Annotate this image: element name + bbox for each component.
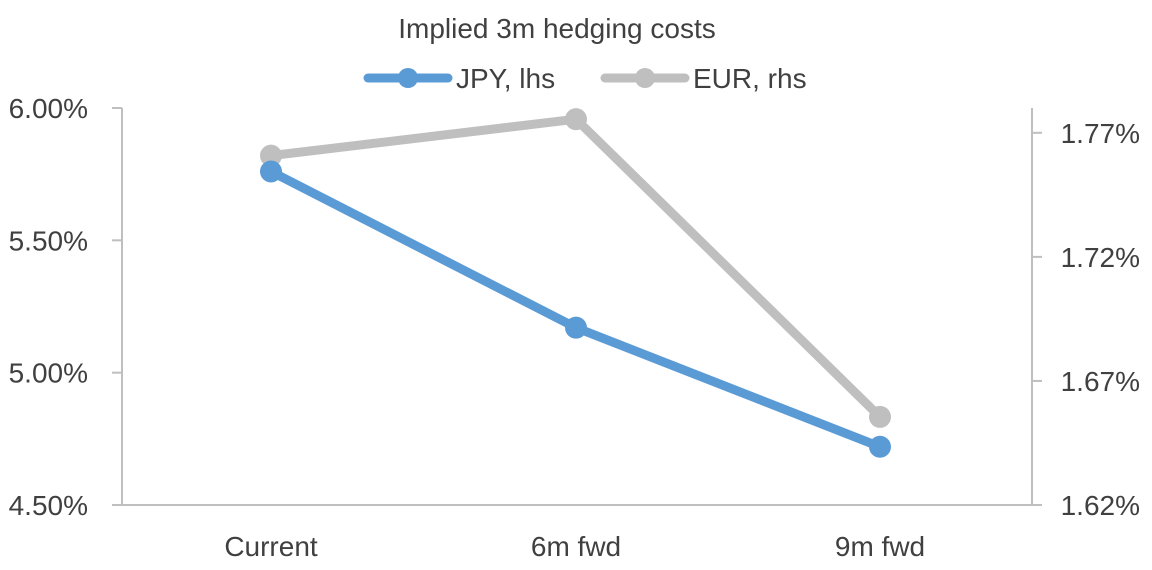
legend-label-eur: EUR, rhs <box>693 63 807 94</box>
legend: JPY, lhs EUR, rhs <box>363 63 807 94</box>
right-axis-ticks: 1.62% 1.67% 1.72% 1.77% <box>1032 118 1140 521</box>
data-point-eur <box>565 108 587 131</box>
x-axis-labels: Current 6m fwd 9m fwd <box>224 531 925 562</box>
x-tick-label: 9m fwd <box>835 531 925 562</box>
data-point-jpy <box>260 160 282 183</box>
legend-item-eur: EUR, rhs <box>600 63 807 94</box>
legend-item-jpy: JPY, lhs <box>363 63 555 94</box>
legend-label-jpy: JPY, lhs <box>456 63 555 94</box>
data-point-eur <box>260 144 282 167</box>
series-line-jpy <box>266 167 885 452</box>
x-tick-label: Current <box>224 531 318 562</box>
chart-title: Implied 3m hedging costs <box>398 13 716 44</box>
left-tick-label: 5.00% <box>9 358 88 389</box>
left-tick-label: 5.50% <box>9 225 88 256</box>
data-point-eur <box>869 405 891 428</box>
series-line-eur <box>266 114 885 422</box>
x-tick-label: 6m fwd <box>531 531 621 562</box>
left-axis-ticks: 4.50% 5.00% 5.50% 6.00% <box>9 93 122 521</box>
data-point-jpy <box>869 435 891 458</box>
right-tick-label: 1.62% <box>1061 490 1140 521</box>
series-layer <box>260 108 891 458</box>
legend-marker-jpy <box>398 68 418 88</box>
right-tick-label: 1.72% <box>1061 242 1140 273</box>
left-tick-label: 4.50% <box>9 490 88 521</box>
axes <box>121 108 1033 506</box>
right-tick-label: 1.67% <box>1061 366 1140 397</box>
left-tick-label: 6.00% <box>9 93 88 124</box>
legend-marker-eur <box>635 68 655 88</box>
right-tick-label: 1.77% <box>1061 118 1140 149</box>
data-point-jpy <box>565 316 587 339</box>
